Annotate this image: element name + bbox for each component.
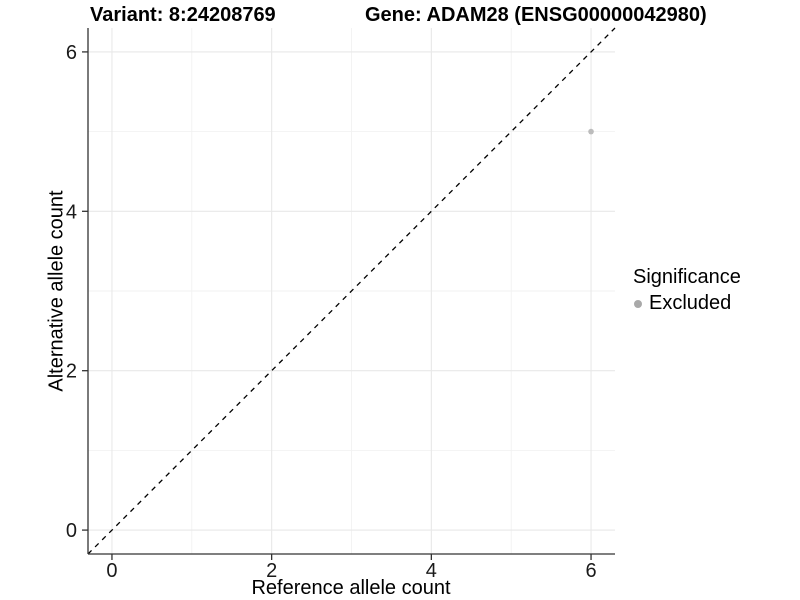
data-point-excluded xyxy=(588,128,594,135)
x-tick-label: 2 xyxy=(266,560,277,582)
data-points xyxy=(588,128,594,135)
x-tick-label: 6 xyxy=(585,560,596,582)
axis-lines xyxy=(87,28,615,555)
x-tick-label: 4 xyxy=(426,560,437,582)
excluded-point-icon xyxy=(634,299,642,308)
y-tick-label: 2 xyxy=(66,361,77,383)
legend-item-excluded: Excluded xyxy=(630,292,741,315)
axis-ticks xyxy=(82,51,592,560)
grid-minor xyxy=(88,28,615,554)
y-tick-label: 6 xyxy=(66,42,77,64)
x-tick-label: 0 xyxy=(106,560,117,582)
y-tick-label: 0 xyxy=(66,520,77,542)
y-axis-label: Alternative allele count xyxy=(45,190,68,392)
y-tick-label: 4 xyxy=(66,201,77,223)
legend-key xyxy=(630,296,646,312)
gene-title: Gene: ADAM28 (ENSG00000042980) xyxy=(365,4,707,26)
legend: Significance Excluded xyxy=(630,266,741,315)
x-axis-label: Reference allele count xyxy=(251,577,451,599)
variant-title: Variant: 8:24208769 xyxy=(90,4,276,26)
tick-labels: 0 2 4 6 0 2 4 6 xyxy=(66,42,597,582)
legend-item-label: Excluded xyxy=(649,292,732,314)
legend-title: Significance xyxy=(633,266,741,288)
identity-line xyxy=(87,27,616,555)
grid-major xyxy=(88,28,615,554)
